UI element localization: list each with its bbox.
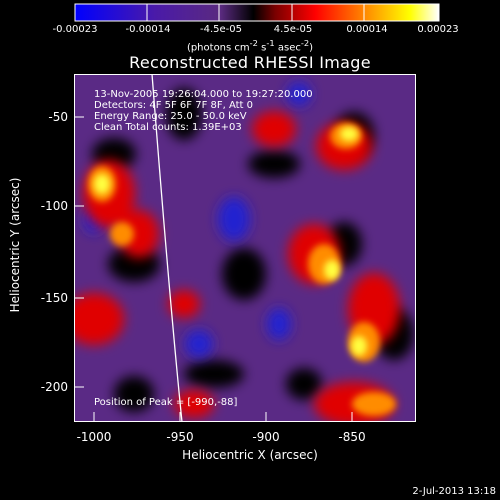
colorbar-tick-label: -0.00014 [125,24,171,35]
x-tick-label: -1000 [76,430,112,444]
y-axis-label: Heliocentric Y (arcsec) [8,177,22,313]
y-tick-label: -150 [40,291,68,305]
colorbar-tick-label: 4.5e-05 [273,24,313,35]
y-tick-label: -50 [48,110,68,124]
x-tick-label: -950 [166,430,194,444]
colorbar-tick-label: 0.00023 [417,24,459,35]
footer-timestamp: 2-Jul-2013 13:18 [412,486,496,497]
annotation-detectors: Detectors: 4F 5F 6F 7F 8F, Att 0 [94,100,254,111]
x-axis-label: Heliocentric X (arcsec) [182,448,318,462]
colorbar-units: (photons cm-2 s-1 asec-2) [186,38,314,54]
map-blue-regions [84,82,311,358]
y-tick-label: -200 [40,380,68,394]
annotation-energy-range: Energy Range: 25.0 - 50.0 keV [94,111,247,122]
colorbar-tick-label: -0.00023 [52,24,98,35]
colorbar-tick-label: -4.5e-05 [200,24,242,35]
solar-limb [151,74,183,422]
x-tick-label: -850 [338,430,366,444]
map-frame [74,74,416,422]
rhessi-map [74,74,416,422]
y-tick-label: -100 [40,199,68,213]
map-yellow-regions [94,127,367,356]
annotation-total-counts: Clean Total counts: 1.39E+03 [94,122,242,133]
colorbar [74,3,440,22]
colorbar-tick-label: 0.00014 [346,24,388,35]
x-tick-label: -900 [252,430,280,444]
annotation-time-range: 13-Nov-2005 19:26:04.000 to 19:27:20.000 [94,89,313,100]
plot-title: Reconstructed RHESSI Image [129,53,371,72]
peak-position-label: Position of Peak = [-990,-88] [94,397,238,408]
